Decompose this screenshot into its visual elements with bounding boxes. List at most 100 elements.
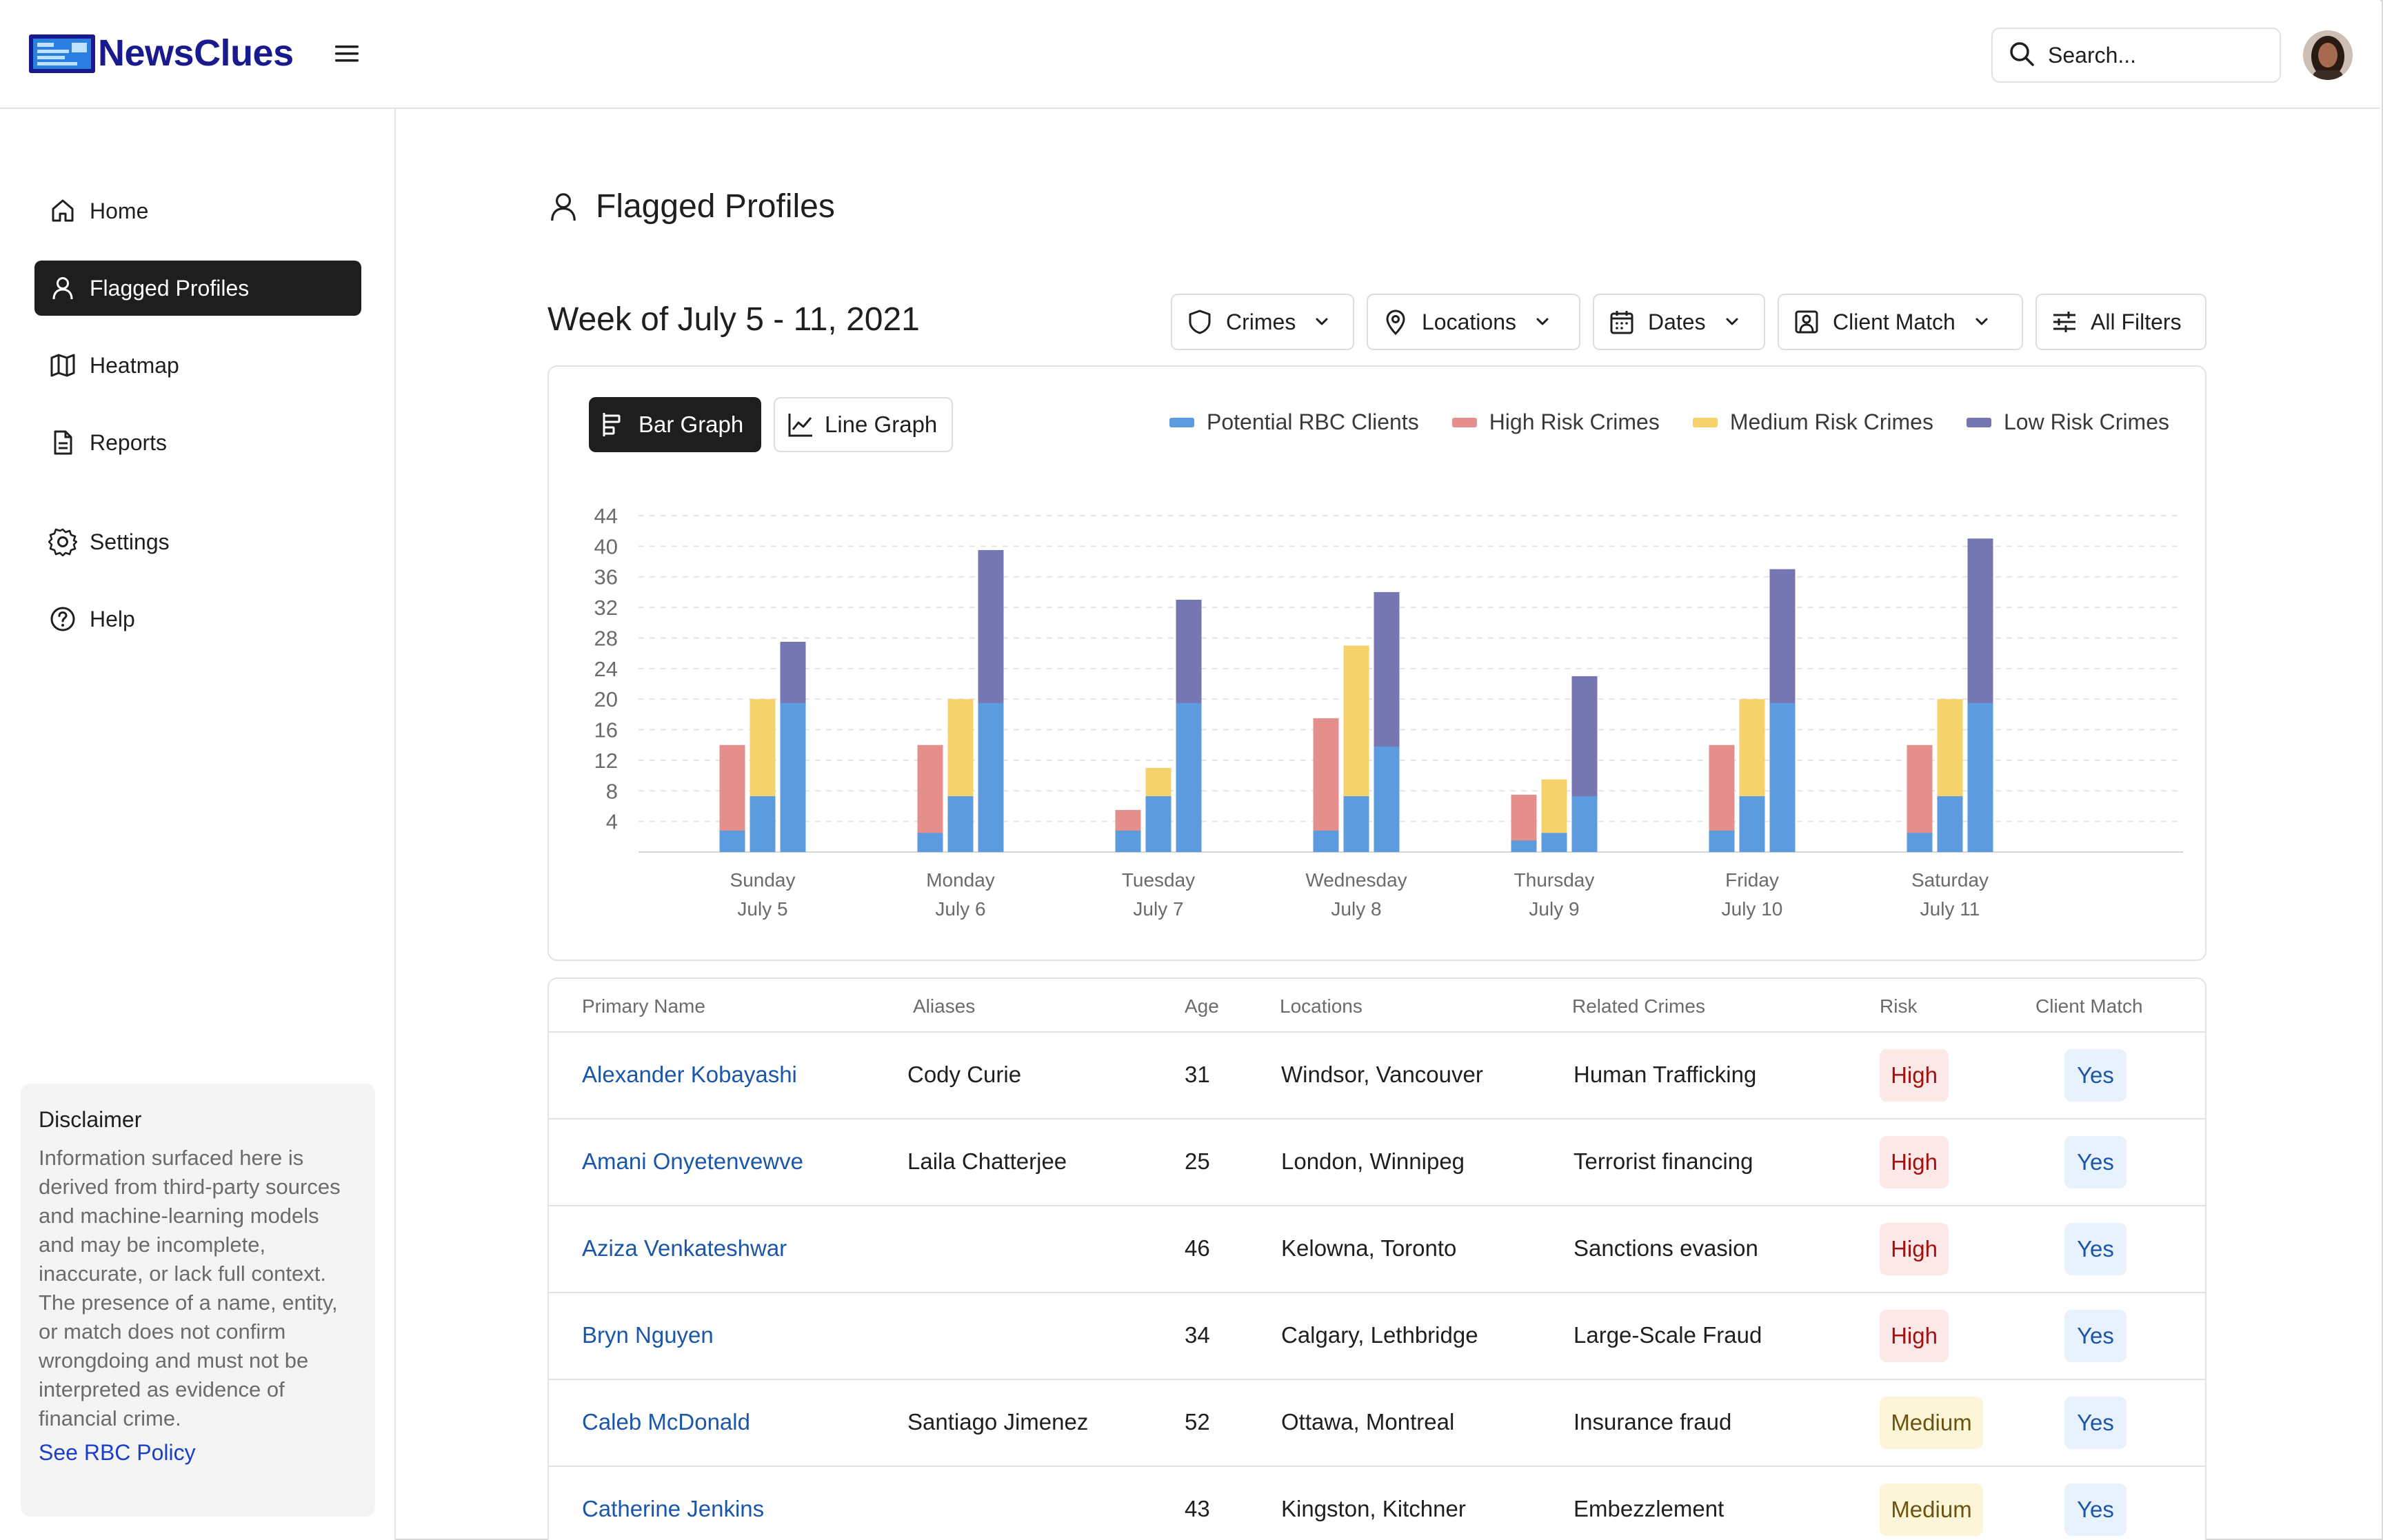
filter-label: All Filters — [2091, 309, 2182, 334]
table-header: Primary Name Aliases Age Locations Relat… — [549, 979, 2205, 1033]
newspaper-icon — [28, 32, 97, 74]
app-logo[interactable]: NewsClues — [28, 32, 294, 74]
legend-label: Medium Risk Crimes — [1729, 409, 1933, 434]
page-title: Flagged Profiles — [546, 188, 835, 225]
x-tick-label: July 7 — [1133, 898, 1183, 920]
line-chart-icon — [786, 410, 815, 439]
age-cell: 46 — [1185, 1235, 1210, 1261]
y-tick-label: 8 — [606, 779, 618, 803]
line-graph-toggle[interactable]: Line Graph — [774, 397, 953, 452]
filter-label: Crimes — [1226, 309, 1296, 334]
map-icon — [48, 351, 77, 380]
rbc-policy-link[interactable]: See RBC Policy — [39, 1440, 196, 1465]
bar-potential-rbc-clients — [1176, 702, 1202, 852]
x-tick-label: July 6 — [935, 898, 985, 920]
legend-swatch — [1451, 417, 1477, 427]
sidebar-item-reports[interactable]: Reports — [34, 415, 361, 470]
sidebar-item-home[interactable]: Home — [34, 183, 361, 239]
profile-name-link[interactable]: Alexander Kobayashi — [582, 1062, 797, 1087]
profile-name-link[interactable]: Aziza Venkateshwar — [582, 1235, 787, 1261]
locations-cell: London, Winnipeg — [1281, 1148, 1465, 1174]
table-row[interactable]: Alexander Kobayashi Cody Curie 31 Windsor, … — [549, 1033, 2205, 1119]
age-cell: 25 — [1185, 1148, 1210, 1174]
column-header[interactable]: Related Crimes — [1572, 995, 1705, 1017]
dates-filter[interactable]: Dates — [1593, 294, 1765, 350]
profile-name-link[interactable]: Caleb McDonald — [582, 1409, 750, 1435]
table-row[interactable]: Catherine Jenkins 43 Kingston, Kitchner Emb… — [549, 1467, 2205, 1540]
column-header[interactable]: Locations — [1280, 995, 1363, 1017]
crimes-filter[interactable]: Crimes — [1171, 294, 1354, 350]
sidebar-item-heatmap[interactable]: Heatmap — [34, 338, 361, 393]
shield-icon — [1186, 308, 1214, 336]
top-bar: NewsClues — [0, 0, 2380, 109]
bar-potential-rbc-clients — [1313, 830, 1339, 852]
bar-potential-rbc-clients — [947, 796, 974, 852]
table-row[interactable]: Aziza Venkateshwar 46 Kelowna, Toronto Sanc… — [549, 1206, 2205, 1293]
document-icon — [48, 428, 77, 457]
crime-cell: Sanctions evasion — [1573, 1235, 1758, 1261]
line-graph-label: Line Graph — [825, 412, 938, 437]
bar-potential-rbc-clients — [750, 796, 776, 852]
search-input[interactable] — [2048, 42, 2255, 68]
filter-label: Dates — [1648, 309, 1706, 334]
avatar[interactable] — [2303, 30, 2353, 80]
client-match-badge: Yes — [2064, 1310, 2126, 1362]
y-tick-label: 4 — [606, 810, 618, 834]
bar-potential-rbc-clients — [1145, 796, 1172, 852]
legend-item: Low Risk Crimes — [1966, 409, 2169, 435]
bar-potential-rbc-clients — [1907, 833, 1933, 852]
chevron-down-icon — [1533, 312, 1552, 332]
table-row[interactable]: Caleb McDonald Santiago Jimenez 52 Ottawa, … — [549, 1380, 2205, 1467]
risk-badge: High — [1880, 1136, 1949, 1188]
sidebar-item-help[interactable]: Help — [34, 591, 361, 647]
column-header[interactable]: Risk — [1880, 995, 1918, 1017]
client-match-badge: Yes — [2064, 1049, 2126, 1102]
chart-legend: Potential RBC Clients High Risk Crimes M… — [1136, 409, 2169, 435]
all-filters-button[interactable]: All Filters — [2035, 294, 2206, 350]
column-header[interactable]: Primary Name — [582, 995, 705, 1017]
legend-label: Low Risk Crimes — [2003, 409, 2169, 434]
legend-item: Potential RBC Clients — [1169, 409, 1419, 435]
x-tick-label: Saturday — [1911, 869, 1989, 891]
bar-potential-rbc-clients — [1739, 796, 1765, 852]
user-icon — [48, 274, 77, 303]
column-header[interactable]: Age — [1185, 995, 1219, 1017]
profiles-table: Primary Name Aliases Age Locations Relat… — [547, 977, 2206, 1540]
column-header[interactable]: Client Match — [2035, 995, 2143, 1017]
x-tick-label: July 10 — [1722, 898, 1783, 920]
y-tick-label: 20 — [594, 687, 618, 711]
bar-chart: 4 8 12 16 20 24 28 32 36 40 44 Sunday July 5 Monday Ju… — [594, 504, 2183, 920]
legend-swatch — [1169, 417, 1194, 427]
sidebar-item-settings[interactable]: Settings — [34, 514, 361, 569]
calendar-icon — [1608, 308, 1636, 336]
bar-potential-rbc-clients — [1374, 746, 1400, 852]
profile-name-link[interactable]: Amani Onyetenvewve — [582, 1148, 803, 1174]
column-header[interactable]: Aliases — [913, 995, 976, 1017]
legend-item: Medium Risk Crimes — [1692, 409, 1933, 435]
profile-name-link[interactable]: Catherine Jenkins — [582, 1496, 765, 1521]
menu-icon[interactable] — [334, 43, 360, 65]
bar-graph-toggle[interactable]: Bar Graph — [589, 397, 761, 452]
chevron-down-icon — [1972, 312, 1991, 332]
home-icon — [48, 196, 77, 225]
sidebar-item-flagged-profiles[interactable]: Flagged Profiles — [34, 261, 361, 316]
legend-swatch — [1692, 417, 1718, 427]
week-title: Week of July 5 - 11, 2021 — [547, 301, 920, 338]
profile-name-link[interactable]: Bryn Nguyen — [582, 1322, 714, 1348]
x-tick-label: Friday — [1725, 869, 1779, 891]
sidebar-item-label: Settings — [90, 529, 170, 554]
locations-cell: Kingston, Kitchner — [1281, 1496, 1466, 1521]
table-row[interactable]: Amani Onyetenvewve Laila Chatterjee 25 Lond… — [549, 1119, 2205, 1206]
app-name: NewsClues — [98, 32, 294, 74]
x-tick-label: Sunday — [730, 869, 796, 891]
user-icon — [546, 190, 581, 224]
help-circle-icon — [48, 605, 77, 634]
bar-potential-rbc-clients — [917, 833, 943, 852]
search-box[interactable] — [1991, 28, 2281, 83]
table-row[interactable]: Bryn Nguyen 34 Calgary, Lethbridge Large-Sc… — [549, 1293, 2205, 1380]
locations-filter[interactable]: Locations — [1367, 294, 1580, 350]
x-tick-label: July 5 — [737, 898, 787, 920]
locations-cell: Kelowna, Toronto — [1281, 1235, 1457, 1261]
legend-item: High Risk Crimes — [1451, 409, 1660, 435]
client-match-filter[interactable]: Client Match — [1778, 294, 2023, 350]
